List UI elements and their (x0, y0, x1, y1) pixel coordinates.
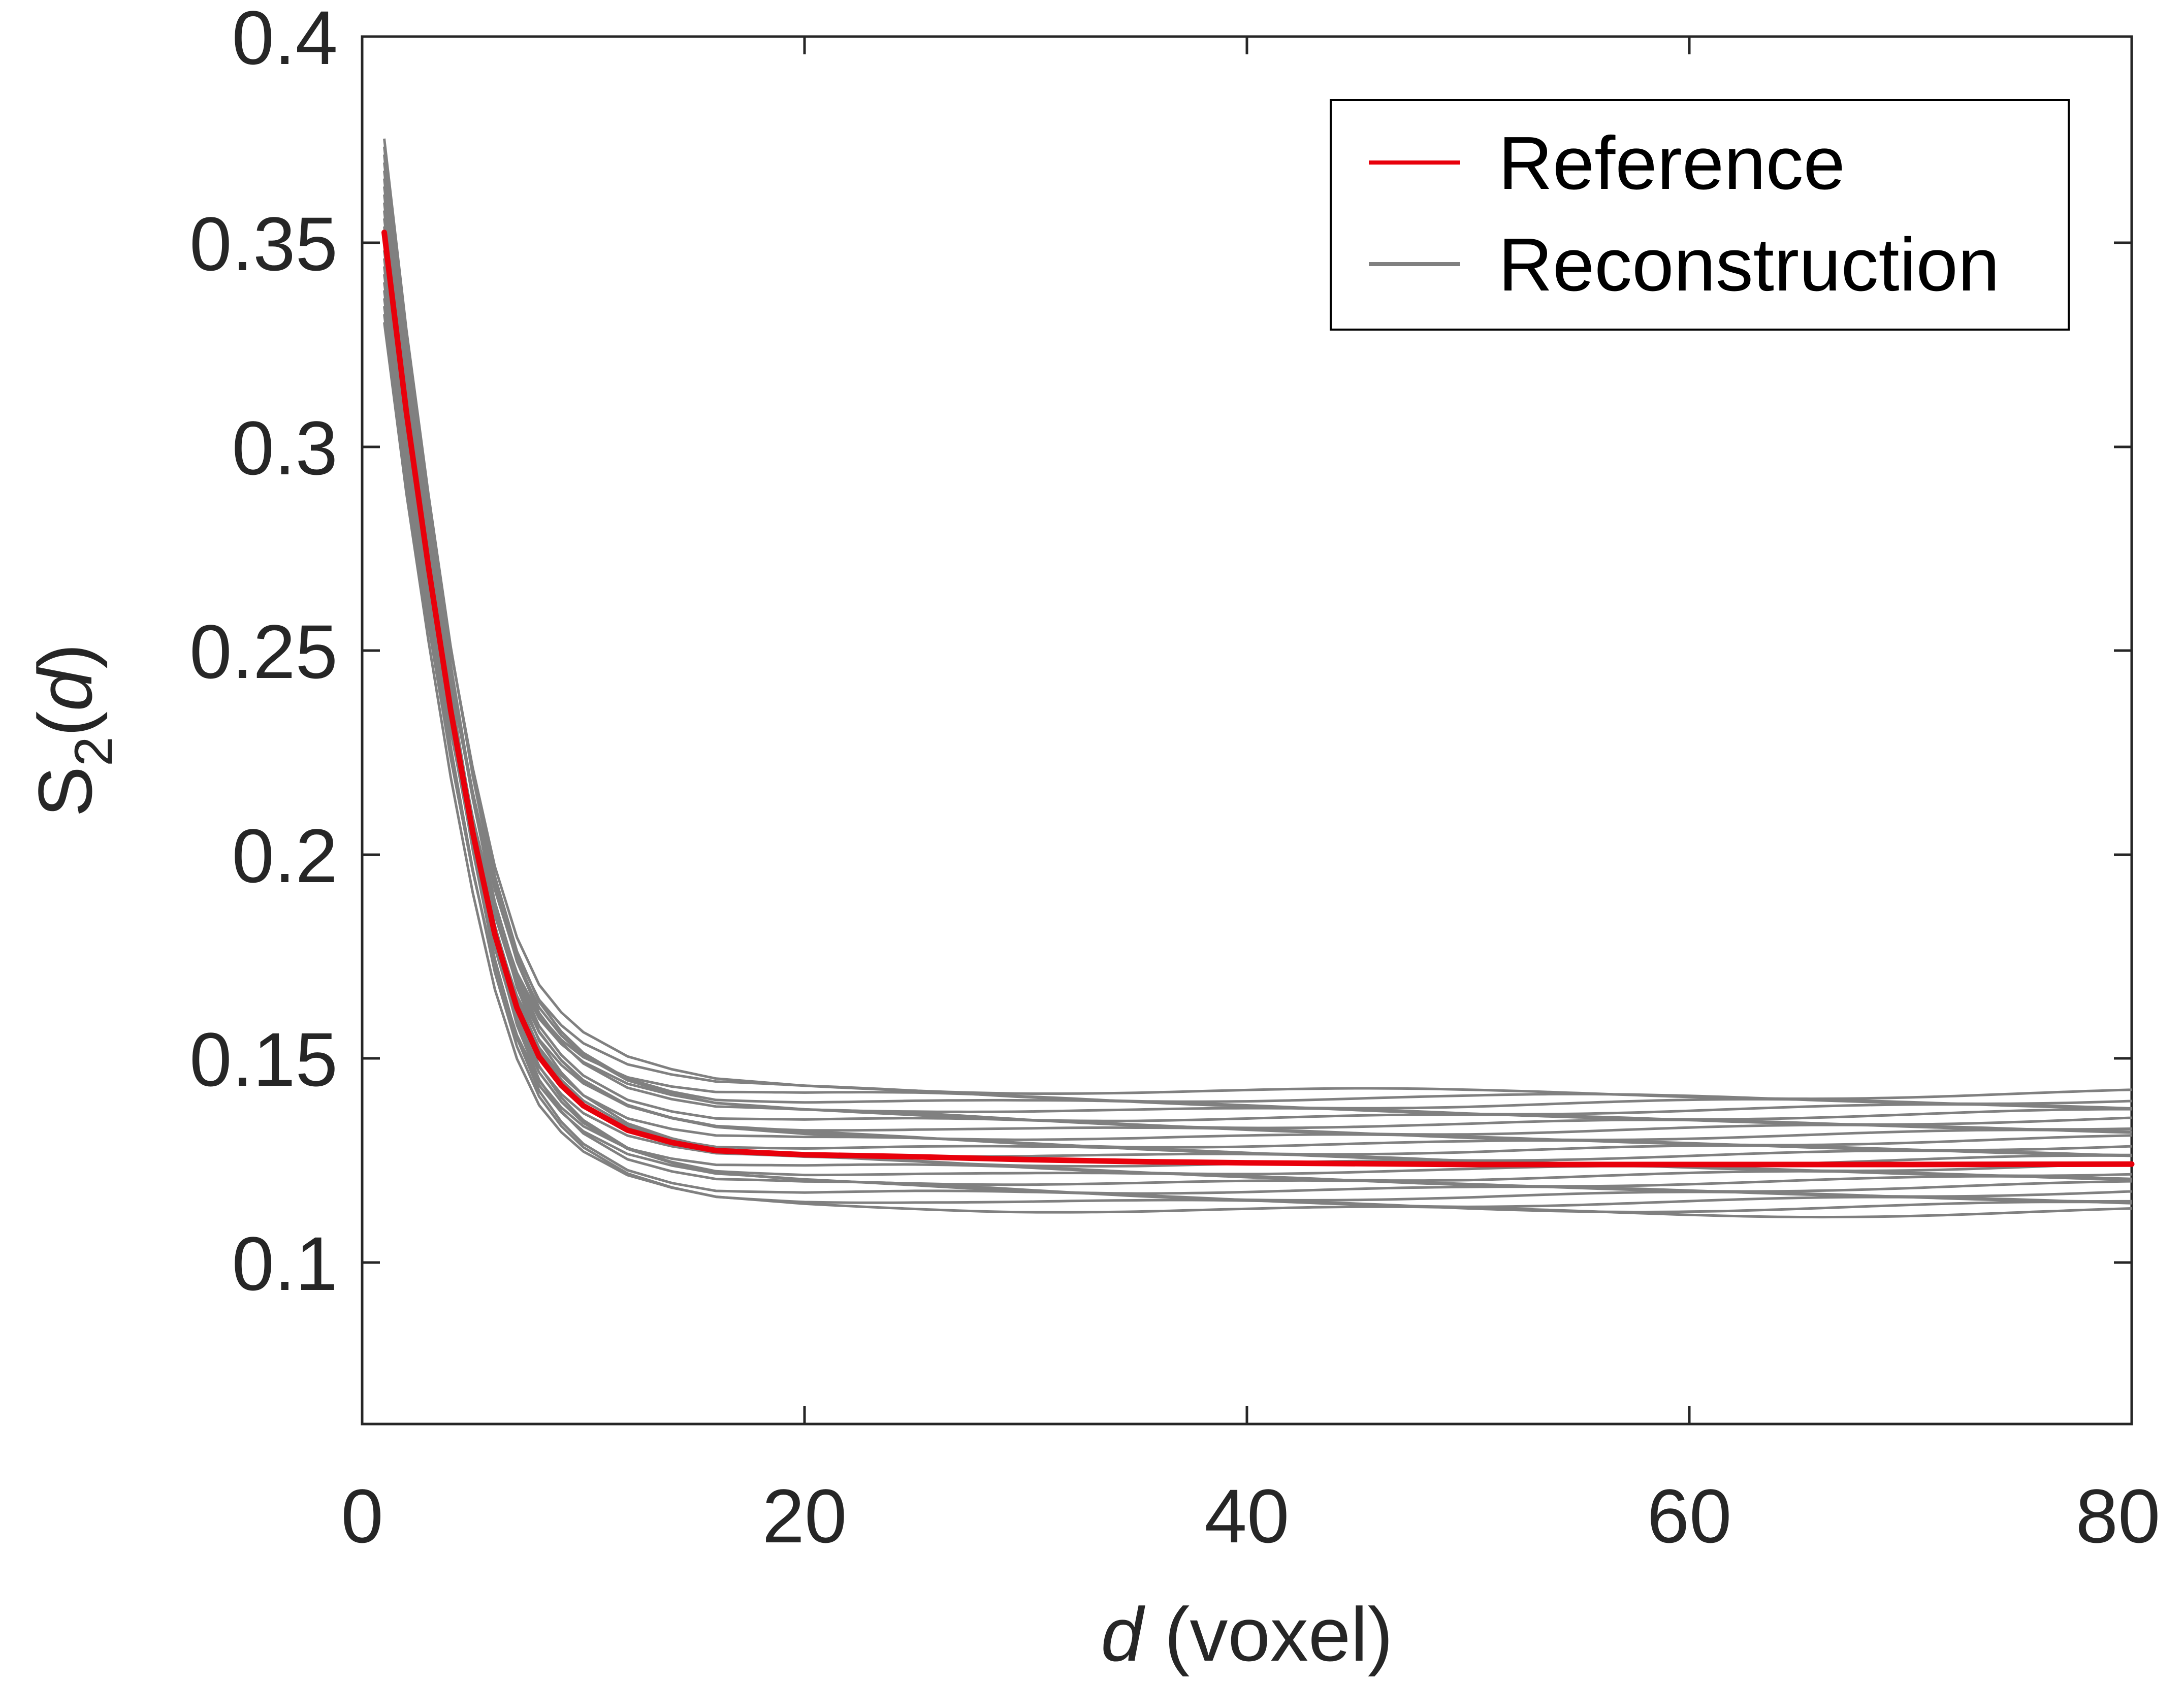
y-tick-label: 0.2 (232, 813, 338, 898)
y-tick-label: 0.35 (189, 201, 338, 286)
x-tick-80: 80 (2076, 1473, 2161, 1559)
y-tick-0.35: 0.35 (189, 201, 2132, 286)
reconstruction-series-line (383, 274, 2132, 1126)
legend-box (1330, 99, 2070, 331)
legend: Reference Reconstruction (1330, 99, 2070, 331)
reconstruction-series-line (383, 266, 2132, 1213)
legend-reference-label: Reference (1498, 121, 1845, 205)
reconstruction-series-line (383, 186, 2132, 1101)
y-tick-0.15: 0.15 (189, 1017, 2132, 1102)
y-axis-title-open-paren: ( (22, 711, 108, 736)
reconstruction-series-line (383, 210, 2132, 1208)
x-tick-0: 0 (341, 1473, 383, 1559)
reconstruction-series-line (383, 282, 2132, 1162)
reconstruction-series-line (383, 306, 2132, 1147)
y-tick-label: 0.3 (232, 405, 338, 491)
reconstruction-series-line (383, 258, 2132, 1177)
reconstruction-series-line (383, 234, 2132, 1193)
y-tick-label: 0.25 (189, 609, 338, 694)
legend-reconstruction-label: Reconstruction (1498, 223, 2000, 307)
y-tick-0.4: 0.4 (232, 0, 2132, 80)
y-axis-title-subscript: 2 (64, 736, 123, 766)
y-axis-title: S2(d) (22, 643, 123, 817)
x-axis-title-italic: d (1101, 1592, 1145, 1677)
y-axis-title-italic: d (22, 666, 108, 711)
x-tick-20: 20 (762, 37, 847, 1559)
y-tick-0.25: 0.25 (189, 609, 2132, 694)
y-tick-0.1: 0.1 (232, 1221, 2132, 1306)
x-axis-title: d (voxel) (1101, 1592, 1393, 1677)
x-tick-60: 60 (1647, 37, 1732, 1559)
reconstruction-series-line (383, 298, 2132, 1110)
y-axis-title-base: S (22, 766, 108, 817)
reconstruction-series-line (383, 194, 2132, 1136)
reconstruction-series-line (383, 218, 2132, 1121)
y-tick-0.2: 0.2 (232, 813, 2132, 898)
reconstruction-series-line (383, 242, 2132, 1105)
x-tick-label: 40 (1205, 1473, 1290, 1559)
x-tick-label: 80 (2076, 1473, 2161, 1559)
reference-series-line (381, 230, 2135, 1168)
x-tick-label: 20 (762, 1473, 847, 1559)
x-tick-40: 40 (1205, 37, 1290, 1559)
y-tick-label: 0.1 (232, 1221, 338, 1306)
y-tick-label: 0.15 (189, 1017, 338, 1102)
reconstruction-series-line (383, 202, 2132, 1172)
reconstruction-series-line (383, 314, 2132, 1182)
x-tick-label: 60 (1647, 1473, 1732, 1559)
reconstruction-series-line (383, 250, 2132, 1142)
reconstruction-series-line (383, 226, 2132, 1156)
x-axis-ticks: 0 20 40 60 80 (341, 37, 2160, 1559)
x-axis-title-rest: (voxel) (1143, 1592, 1393, 1677)
y-tick-label: 0.4 (232, 0, 338, 80)
y-axis-ticks: 0.1 0.15 0.2 0.25 0.3 0.35 (189, 0, 2132, 1306)
reconstruction-series-line (383, 290, 2132, 1198)
x-tick-label: 0 (341, 1473, 383, 1559)
reconstruction-series-line (383, 322, 2132, 1219)
y-tick-0.3: 0.3 (232, 405, 2132, 491)
y-axis-title-close-paren: ) (22, 643, 108, 669)
